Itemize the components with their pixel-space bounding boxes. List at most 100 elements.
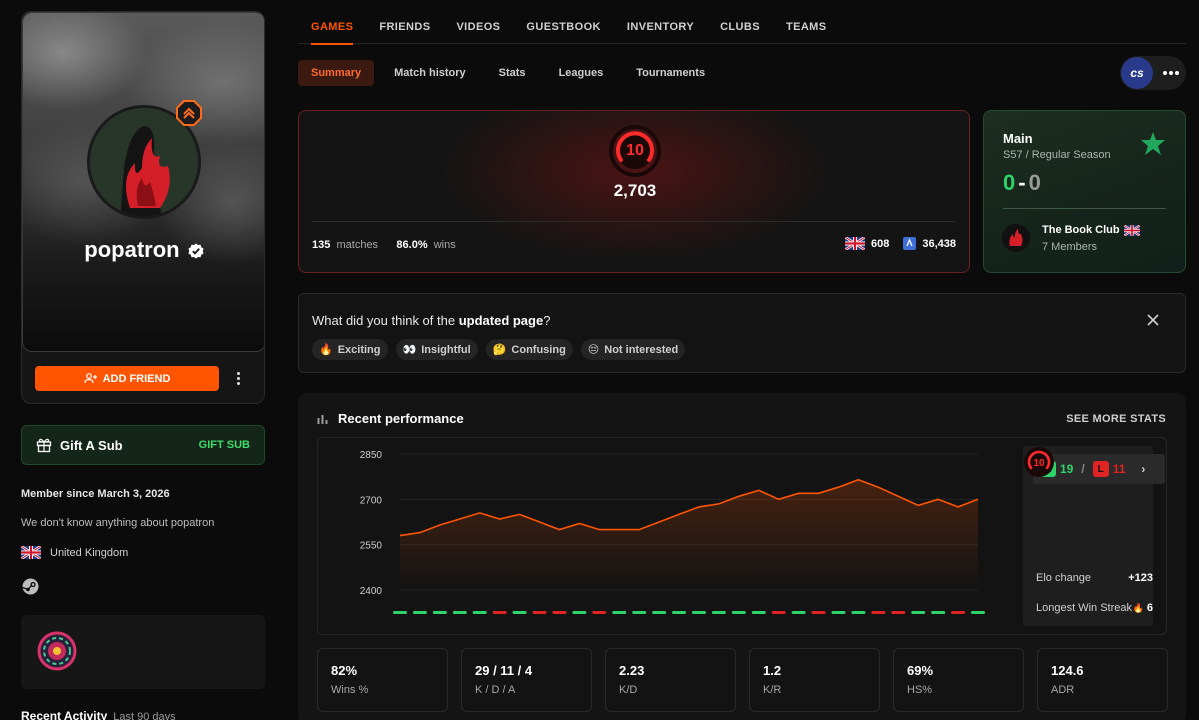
bar-chart-icon [317,415,328,424]
match-result-win[interactable] [931,611,946,614]
match-result-win[interactable] [731,611,746,614]
steam-icon[interactable] [22,578,39,595]
stat-adr: 124.6 ADR [1037,648,1168,712]
match-result-loss[interactable] [771,611,786,614]
league-star-icon [1141,132,1165,155]
match-result-win[interactable] [911,611,926,614]
match-result-loss[interactable] [592,611,607,614]
fire-icon: 🔥 [319,344,333,356]
more-options-icon[interactable] [1163,71,1179,75]
add-friend-button[interactable]: ADD FRIEND [35,366,219,391]
elo-ranks: 608 36,438 [844,237,956,250]
cs-game-icon[interactable]: cs [1121,57,1153,89]
about-text: We don't know anything about popatron [21,517,215,529]
match-result-loss[interactable] [552,611,567,614]
season-score: 0-0 [1003,170,1041,195]
match-result-loss[interactable] [532,611,547,614]
match-result-win[interactable] [791,611,806,614]
stat-value: 2.23 [619,663,645,678]
avatar[interactable] [87,105,201,219]
match-result-win[interactable] [393,611,407,614]
match-result-win[interactable] [612,611,627,614]
subtab-tournaments[interactable]: Tournaments [636,67,706,79]
elo-value: 2,703 [613,181,657,200]
club-name[interactable]: The Book Club [1042,224,1140,236]
tab-friends[interactable]: FRIENDS [379,21,431,33]
match-result-win[interactable] [851,611,866,614]
y-tick-label: 2850 [360,450,383,461]
match-result-win[interactable] [711,611,726,614]
feedback-banner: What did you think of the updated page? … [298,293,1186,373]
match-result-win[interactable] [831,611,846,614]
feedback-option-label: Insightful [421,343,471,356]
match-result-win[interactable] [652,611,667,614]
feedback-option-confusing[interactable]: 🤔 Confusing [485,339,573,360]
stat-kd: 2.23 K/D [605,648,736,712]
elo-line [399,478,979,537]
gift-sub-button[interactable]: GIFT SUB [198,439,250,451]
close-icon[interactable] [1145,312,1161,328]
divider [312,221,956,222]
match-result-win[interactable] [691,611,706,614]
stat-kda: 29 / 11 / 4 K / D / A [461,648,592,712]
tab-clubs[interactable]: CLUBS [720,21,760,33]
event-badge-icon[interactable] [37,631,77,671]
region-rank[interactable]: 36,438 [922,237,956,250]
subtab-match-history[interactable]: Match history [394,67,466,79]
match-result-win[interactable] [432,611,447,614]
mini-skill-level-value: 10 [1033,458,1045,469]
stat-value: 82% [331,663,358,678]
season-wins: 0 [1003,170,1016,195]
feedback-option-exciting[interactable]: 🔥 Exciting [312,339,388,360]
performance-summary: W 19 / L 11 › 10 Elo change +123 L [1023,446,1165,626]
match-result-win[interactable] [412,611,427,614]
match-result-win[interactable] [971,611,985,614]
match-result-loss[interactable] [871,611,886,614]
season-losses: 0 [1028,170,1041,195]
game-switcher[interactable]: cs [1120,56,1186,90]
season-card[interactable]: Main S57 / Regular Season 0-0 The Book C… [983,110,1186,273]
tab-teams[interactable]: TEAMS [785,21,827,33]
match-result-win[interactable] [572,611,587,614]
eyes-icon: 👀 [402,344,417,356]
subtab-summary[interactable]: Summary [298,60,375,86]
profile-more-button[interactable] [230,368,246,388]
feedback-option-not-interested[interactable]: 😔 Not interested [580,339,686,360]
badges-card [21,615,265,689]
tab-inventory[interactable]: INVENTORY [626,21,695,33]
username-text: popatron [84,237,180,262]
country-rank[interactable]: 608 [870,237,890,250]
tab-games[interactable]: GAMES [311,0,354,45]
match-result-win[interactable] [632,611,647,614]
match-result-win[interactable] [512,611,527,614]
tab-videos[interactable]: VIDEOS [456,21,501,33]
recent-activity-range: Last 90 days [113,711,176,720]
subtab-leagues[interactable]: Leagues [558,67,604,79]
feedback-option-insightful[interactable]: 👀 Insightful [395,339,478,360]
match-result-win[interactable] [472,611,487,614]
match-result-loss[interactable] [492,611,507,614]
stat-label: K/R [763,684,782,696]
match-result-loss[interactable] [891,611,906,614]
match-result-win[interactable] [751,611,766,614]
club-icon [1002,224,1030,252]
match-result-win[interactable] [672,611,687,614]
skill-level-icon [609,125,661,177]
gift-icon [36,438,52,453]
divider [1003,208,1166,209]
subtab-stats[interactable]: Stats [498,67,526,79]
match-result-win[interactable] [452,611,467,614]
gift-sub-label: Gift A Sub [60,437,123,453]
see-more-stats-link[interactable]: SEE MORE STATS [1066,413,1166,425]
skill-level-icon: 10 [1024,447,1054,477]
elo-change-row: Elo change +123 [1036,572,1153,584]
feedback-option-label: Exciting [337,343,381,356]
gift-sub-banner[interactable]: Gift A Sub GIFT SUB [21,425,265,465]
match-result-loss[interactable] [811,611,826,614]
y-tick-label: 2400 [360,586,383,597]
elo-card: 10 2,703 135 matches 86.0% wins 608 [298,110,970,273]
tab-guestbook[interactable]: GUESTBOOK [526,21,601,33]
y-tick-label: 2700 [360,495,383,506]
recent-performance-heading: Recent performance [317,411,464,426]
match-result-loss[interactable] [951,611,966,614]
